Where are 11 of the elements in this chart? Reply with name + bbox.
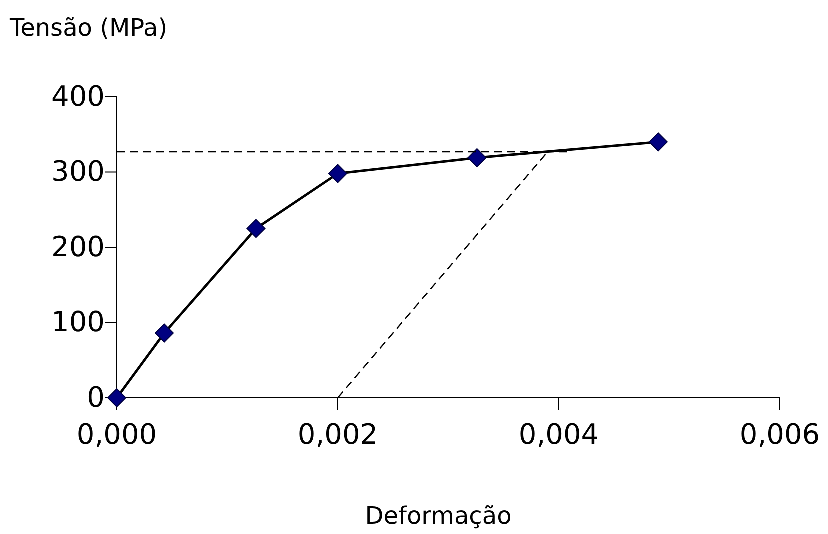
y-tick-label: 200 <box>52 230 105 264</box>
x-tick-label: 0,000 <box>76 418 158 451</box>
x-tick-label: 0,002 <box>298 418 378 451</box>
y-axis-title: Tensão (MPa) <box>9 14 168 42</box>
y-tick-label: 0 <box>87 380 105 414</box>
x-tick-label: 0,006 <box>740 418 820 451</box>
y-tick-label: 400 <box>52 80 105 113</box>
y-tick-label: 300 <box>52 155 105 188</box>
x-axis-title: Deformação <box>365 502 512 530</box>
x-tick-label: 0,004 <box>518 418 600 451</box>
y-tick-label: 100 <box>52 306 105 339</box>
